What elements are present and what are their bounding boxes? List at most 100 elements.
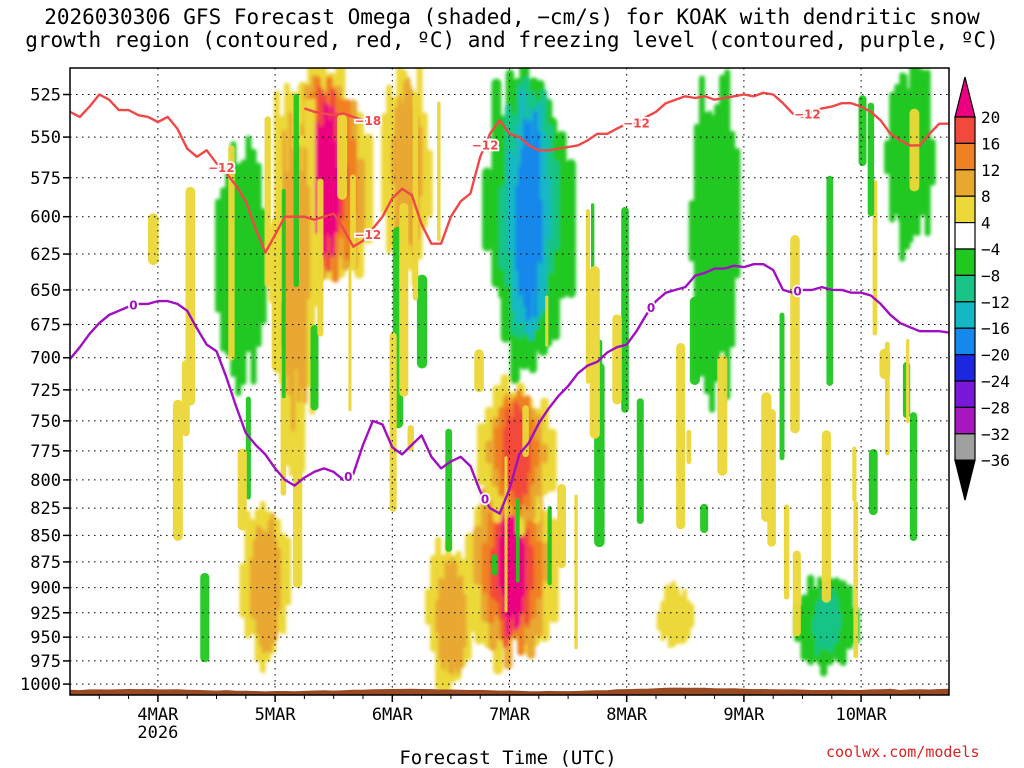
omega-cell <box>807 599 814 658</box>
omega-cell <box>685 599 691 639</box>
omega-streak <box>612 314 622 405</box>
y-tick-label: 625 <box>30 245 61 265</box>
omega-cell <box>678 594 684 645</box>
y-tick-label: 550 <box>30 128 61 148</box>
omega-streak <box>245 396 251 500</box>
omega-streak <box>389 332 397 512</box>
omega-streak <box>826 175 834 386</box>
colorbar-tick-label: −20 <box>981 346 1010 365</box>
omega-cell <box>462 594 467 648</box>
omega-cell <box>473 525 482 586</box>
omega-streak <box>574 494 578 650</box>
dendritic-minus12-label-4: −12 <box>794 107 821 121</box>
colorbar-tick-label: −28 <box>981 398 1010 417</box>
freezing-level-label-1: 0 <box>344 470 352 484</box>
y-tick-label: 650 <box>30 281 61 301</box>
x-tick-label: 9MAR <box>723 705 765 725</box>
dendritic-minus18-label: −18 <box>355 114 382 128</box>
omega-cell <box>356 158 365 236</box>
y-tick-label: 1000 <box>20 675 61 695</box>
dendritic-minus12-label-3: −12 <box>623 117 650 131</box>
omega-cell <box>924 69 931 237</box>
omega-cell <box>524 528 530 625</box>
omega-streak <box>148 213 159 266</box>
y-tick-label: 525 <box>30 86 61 106</box>
omega-streak <box>761 392 772 522</box>
omega-cell <box>660 600 666 642</box>
omega-streak <box>412 92 419 301</box>
omega-streak <box>228 145 235 361</box>
omega-feature-4 <box>239 500 292 674</box>
omega-feature-10 <box>794 574 860 677</box>
y-tick-label: 725 <box>30 381 61 401</box>
omega-cell <box>541 132 547 311</box>
omega-cell <box>252 242 257 276</box>
omega-streak <box>909 412 918 542</box>
omega-cell <box>667 583 673 649</box>
y-axis: 525 550 575 600 625 650 675 700 725 750 775 800 825 8… <box>20 86 70 695</box>
omega-streak <box>337 114 348 200</box>
omega-cell <box>929 138 936 186</box>
source-credit[interactable]: coolwx.com/models <box>826 743 980 761</box>
colorbar-bottom-arrow <box>954 459 976 501</box>
omega-cell <box>725 217 731 293</box>
omega-streak <box>293 441 303 588</box>
y-tick-label: 750 <box>30 412 61 432</box>
colorbar-segment-8 <box>954 301 976 329</box>
y-tick-label: 850 <box>30 526 61 546</box>
colorbar-tick-label: −8 <box>981 266 1000 285</box>
colorbar-segment-1 <box>954 116 976 144</box>
surface-terrain <box>70 687 949 695</box>
colorbar: 20 16 12 8 4 −4 −8 −12 −16 −20 −24 −28 −32 −36 <box>954 76 1010 501</box>
chart-title: 2026030306 GFS Forecast Omega (shaded, −… <box>0 6 1024 52</box>
omega-streak <box>515 498 520 583</box>
omega-cell <box>538 199 543 264</box>
freezing-level-label-3: 0 <box>647 301 655 315</box>
colorbar-segment-6 <box>954 248 976 276</box>
omega-cell <box>803 613 809 645</box>
colorbar-segment-9 <box>954 327 976 356</box>
dendritic-minus12-label-2: −12 <box>472 138 499 152</box>
omega-streak <box>783 504 790 600</box>
omega-cell <box>476 422 486 486</box>
dendritic-minus12-label-1: −12 <box>355 228 382 242</box>
y-tick-label: 575 <box>30 169 61 189</box>
omega-cell <box>381 113 388 215</box>
x-tick-label: 4MAR <box>137 705 179 725</box>
omega-cell <box>280 532 287 635</box>
omega-cell <box>490 190 499 245</box>
omega-cell <box>844 605 851 644</box>
x-tick-label: 8MAR <box>606 705 648 725</box>
omega-streak <box>416 274 428 369</box>
omega-streak <box>437 101 441 242</box>
y-tick-label: 800 <box>30 471 61 491</box>
omega-streak <box>172 399 183 541</box>
y-tick-label: 825 <box>30 499 61 519</box>
omega-cell <box>837 612 842 630</box>
omega-cell <box>220 187 227 352</box>
omega-cell <box>482 167 492 252</box>
omega-streak <box>821 430 831 603</box>
omega-cell <box>533 439 540 467</box>
omega-cell <box>884 140 891 175</box>
colorbar-tick-label: 20 <box>981 108 1000 127</box>
chart-title-line-2: growth region (contoured, red, ºC) and f… <box>25 28 999 52</box>
omega-cell <box>498 406 505 497</box>
omega-streak <box>348 266 352 412</box>
y-tick-label: 900 <box>30 579 61 599</box>
omega-streak <box>545 295 549 347</box>
omega-cell <box>682 588 688 644</box>
x-tick-label: 10MAR <box>836 705 888 725</box>
y-tick-label: 775 <box>30 442 61 462</box>
omega-cell <box>840 597 846 662</box>
omega-streak <box>676 342 686 530</box>
omega-streak <box>686 429 692 465</box>
omega-streak <box>852 446 857 502</box>
omega-streak <box>185 186 196 406</box>
omega-streak <box>445 428 453 552</box>
y-tick-label: 925 <box>30 604 61 624</box>
dendritic-minus18-contour <box>304 107 374 124</box>
omega-streak <box>491 554 498 576</box>
